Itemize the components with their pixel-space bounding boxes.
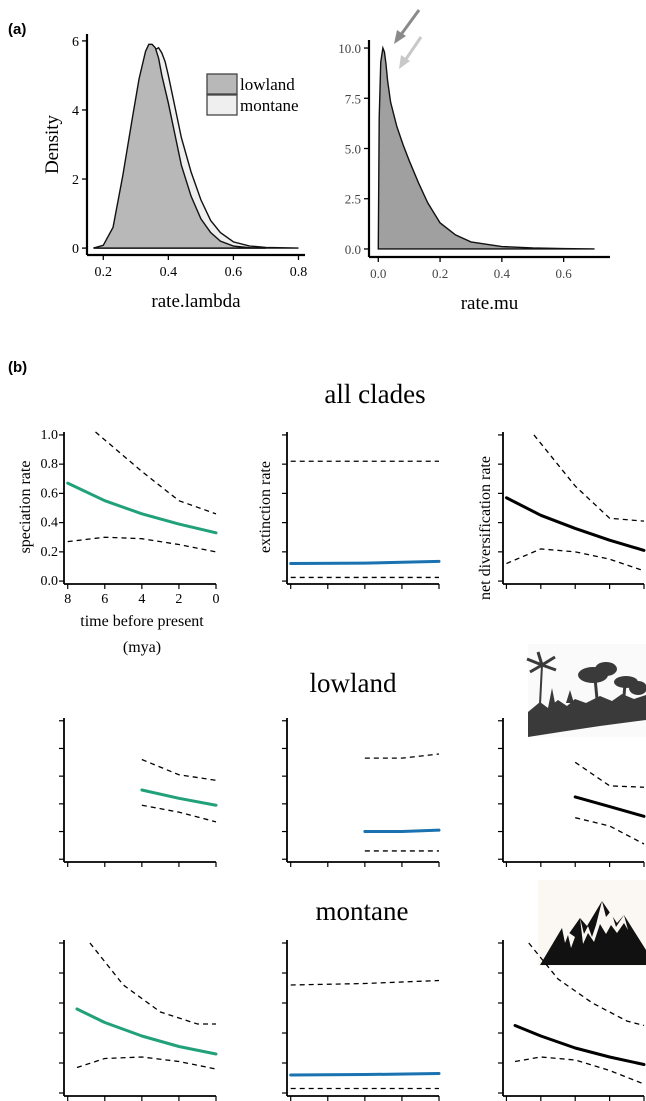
xlabel-time-line2: (mya) — [123, 639, 161, 656]
legend-key-montane — [206, 94, 238, 116]
panel-b-tag: (b) — [8, 359, 27, 376]
y-tick-label: 0.2 — [41, 545, 59, 560]
plot-extinction-all-clades — [282, 432, 441, 589]
mean-rate-line — [513, 1024, 646, 1066]
x-tick-label: 8 — [64, 592, 71, 607]
x-tick-label: 0 — [213, 592, 220, 607]
density-legend: lowland montane — [206, 73, 299, 116]
mean-rate-line — [289, 559, 441, 566]
row-title-lowland: lowland — [310, 668, 397, 698]
upper-ci-line — [533, 434, 645, 522]
panel-a-tag: (a) — [8, 21, 26, 38]
lower-ci-line — [506, 548, 645, 572]
x-tick-label: 0.4 — [494, 266, 511, 281]
y-tick-label: 2.5 — [345, 192, 361, 207]
legend-key-lowland — [206, 73, 238, 95]
arrow-dark-icon — [398, 9, 421, 37]
y-tick-label: 5.0 — [345, 142, 361, 157]
x-axis-label: rate.lambda — [151, 291, 241, 312]
x-axis-label: rate.mu — [461, 293, 519, 314]
lower-ci-line — [67, 536, 217, 553]
upper-ci-line — [290, 979, 440, 986]
y-axis-label: Density — [42, 114, 63, 174]
upper-ci-line — [95, 431, 217, 515]
ylabel-net-diversification: net diversification rate — [477, 456, 494, 600]
row-title-montane: montane — [316, 896, 409, 926]
x-tick-label: 0.6 — [225, 265, 243, 280]
y-tick-label: 7.5 — [345, 91, 361, 106]
y-tick-label: 2 — [72, 173, 79, 188]
lower-ci-line — [514, 1056, 645, 1085]
x-tick-label: 0.2 — [432, 266, 448, 281]
plot-extinction-lowland — [282, 718, 441, 867]
mean-rate-line — [573, 795, 646, 818]
lower-ci-line — [76, 1056, 217, 1070]
density-area-rate-mu — [377, 45, 595, 250]
rainforest-silhouette-icon — [526, 644, 646, 737]
upper-ci-line — [89, 942, 216, 1025]
upper-ci-line — [574, 761, 645, 788]
mean-rate-line — [66, 481, 218, 535]
x-tick-label: 4 — [138, 592, 145, 607]
lambda-density-plot: 0.2 0.4 0.6 0.8 0 2 4 6 rate.lambda Density — [42, 34, 307, 312]
ylabel-speciation: speciation rate — [17, 461, 34, 554]
density-area-lowland — [93, 43, 266, 249]
plot-net-diversification-all-clades — [498, 432, 646, 589]
upper-ci-line — [364, 753, 440, 759]
ylabel-extinction: extinction rate — [257, 461, 274, 553]
mean-rate-line — [75, 1007, 218, 1056]
y-tick-label: 4 — [72, 104, 79, 119]
lower-ci-line — [141, 804, 217, 823]
mu-density-plot: 0.0 0.2 0.4 0.6 0.0 2.5 5.0 7.5 10.0 rate.mu — [338, 40, 610, 314]
mean-rate-line — [504, 496, 646, 552]
x-tick-label: 0.4 — [160, 265, 178, 280]
lower-ci-line — [575, 817, 645, 845]
legend-label-montane: montane — [240, 96, 299, 115]
plot-speciation-montane — [59, 940, 218, 1101]
x-tick-label: 0.2 — [95, 265, 113, 280]
upper-ci-line — [528, 942, 645, 1027]
plot-net-diversification-montane — [498, 940, 646, 1101]
y-tick-label: 10.0 — [338, 41, 361, 56]
y-tick-label: 1.0 — [41, 428, 59, 443]
mean-rate-line — [363, 828, 441, 834]
y-tick-label: 0.0 — [41, 574, 59, 589]
arrow-light-head-icon — [399, 55, 410, 69]
y-tick-label: 0.4 — [41, 516, 59, 531]
legend-label-lowland: lowland — [240, 75, 295, 94]
x-tick-label: 0.6 — [556, 266, 573, 281]
y-tick-label: 0.0 — [345, 242, 361, 257]
plot-extinction-montane — [282, 940, 441, 1101]
x-tick-label: 0.8 — [290, 265, 308, 280]
mountains-silhouette-icon — [538, 880, 646, 966]
upper-ci-line — [141, 758, 217, 781]
arrow-dark-head-icon — [394, 30, 406, 44]
peak-arrows — [394, 9, 423, 69]
x-tick-label: 2 — [175, 592, 182, 607]
x-tick-label: 6 — [101, 592, 108, 607]
xlabel-time-line1: time before present — [80, 613, 204, 630]
plot-speciation-all-clades: 8 6 4 2 0 0.0 0.2 0.4 0.6 0.8 1.0 — [41, 428, 220, 607]
arrow-light-icon — [402, 36, 423, 63]
y-tick-label: 0 — [72, 242, 79, 257]
plot-net-diversification-lowland — [498, 718, 646, 867]
plot-speciation-lowland — [59, 718, 218, 867]
mean-rate-line — [289, 1072, 441, 1077]
y-tick-label: 0.8 — [41, 457, 59, 472]
y-tick-label: 0.6 — [41, 486, 59, 501]
x-tick-label: 0.0 — [370, 266, 386, 281]
row-title-all-clades: all clades — [324, 379, 425, 409]
y-tick-label: 6 — [72, 35, 79, 50]
mean-rate-line — [140, 788, 218, 807]
